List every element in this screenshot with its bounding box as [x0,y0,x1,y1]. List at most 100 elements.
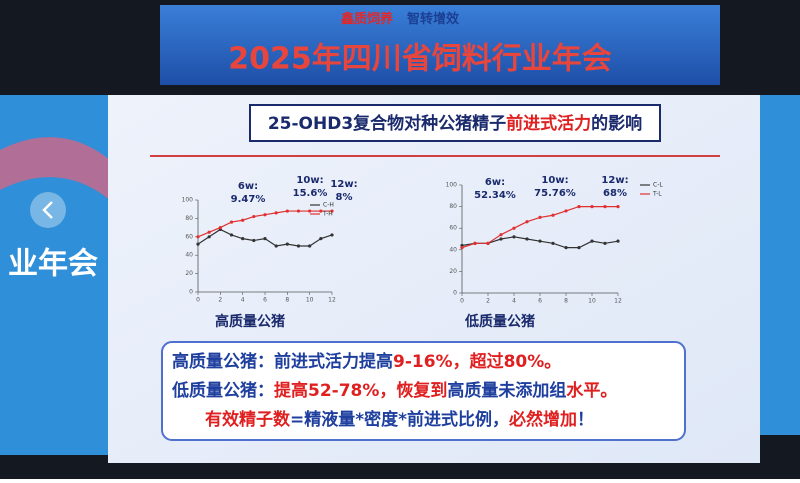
point [296,244,301,248]
x-tick-label: 4 [241,297,245,304]
x-tick-label: 2 [218,297,222,304]
point [263,213,267,217]
point [308,244,312,248]
point [499,233,503,237]
summary-part: 高质量未添加组 [447,380,566,401]
chart-caption: 低质量公猪 [464,313,535,330]
annotation: 8% [336,192,353,203]
y-tick-label: 80 [185,215,193,222]
point [603,205,607,209]
summary-part: 高质量公猪：前进式活力提高 [172,351,393,372]
chart-caption: 高质量公猪 [215,313,285,330]
x-tick-label: 10 [588,298,596,305]
x-tick-label: 12 [328,297,336,304]
point [207,235,211,239]
y-tick-label: 20 [449,268,457,275]
point [319,209,323,213]
point [525,237,529,241]
y-tick-label: 60 [449,225,457,232]
y-tick-label: 80 [449,203,457,210]
point [285,242,289,246]
summary-line: 低质量公猪：提高52-78%，恢复到高质量未添加组水平。 [171,380,617,401]
point [590,205,594,209]
annotation: 12w: [330,179,357,190]
summary-part: 必然增加 [508,409,577,430]
point [473,241,477,245]
nav-button[interactable] [30,192,66,228]
title-part: 的影响 [591,113,642,134]
legend-label: T-H [322,211,333,218]
annotation: 52.34% [474,190,516,201]
legend-label: T-L [652,191,662,198]
point [330,233,334,237]
point [229,233,234,237]
point [241,237,245,241]
point [241,218,245,222]
summary-part: 有效精子数 [205,409,291,430]
point [196,242,200,246]
point [252,238,256,243]
arrow-icon [42,201,53,219]
y-tick-label: 0 [189,289,193,296]
annotation: 6w: [238,181,258,192]
side-text: 业年会 [8,247,98,282]
point [564,209,568,213]
banner-title: 2025年四川省饲料行业年会 [228,42,612,77]
x-tick-label: 8 [564,298,568,305]
point [308,209,312,213]
decor [0,137,110,200]
point [551,241,555,245]
point [207,230,211,234]
point [218,226,222,230]
point [296,209,301,213]
summary-part: 低质量公猪： [171,380,274,401]
x-tick-label: 2 [486,298,490,305]
legend-label: C-H [323,202,334,209]
point [330,209,334,213]
side-screen-right [760,95,800,435]
point [616,205,620,209]
x-tick-label: 6 [263,297,267,304]
point [486,241,490,245]
y-tick-label: 40 [449,246,457,253]
title-part: 前进式活力 [506,113,591,134]
summary-box [161,341,686,441]
annotation: 75.76% [534,188,576,199]
x-tick-label: 0 [196,297,200,304]
summary: 高质量公猪：前进式活力提高9-16%，超过80%。低质量公猪：提高52-78%，… [171,351,617,430]
point [538,239,542,243]
banner [160,5,720,85]
point [603,241,607,245]
point [512,235,516,239]
point [564,246,568,250]
point [252,214,256,219]
point [285,209,289,213]
summary-line: 高质量公猪：前进式活力提高9-16%，超过80%。 [172,351,561,372]
legend-label: C-L [653,182,663,189]
annotation: 12w: [601,175,628,186]
point [551,213,555,217]
y-tick-label: 100 [446,182,458,189]
slogan: 鑫质饲养 智转增效 [340,11,460,27]
annotation: 10w: [296,175,323,186]
annotation: 6w: [485,177,505,188]
point [274,244,278,248]
point [590,239,594,243]
point [274,211,278,215]
point [263,237,267,241]
y-tick-label: 100 [182,197,194,204]
point [499,237,503,241]
x-tick-label: 8 [285,297,289,304]
point [525,220,529,224]
point [460,246,464,250]
y-tick-label: 0 [453,290,457,297]
point [577,246,581,250]
summary-part: 9-16%，超过80%。 [393,351,561,372]
point [512,226,516,230]
summary-part: 水平。 [566,380,617,401]
annotation: 9.47% [231,194,266,205]
x-tick-label: 0 [460,298,464,305]
